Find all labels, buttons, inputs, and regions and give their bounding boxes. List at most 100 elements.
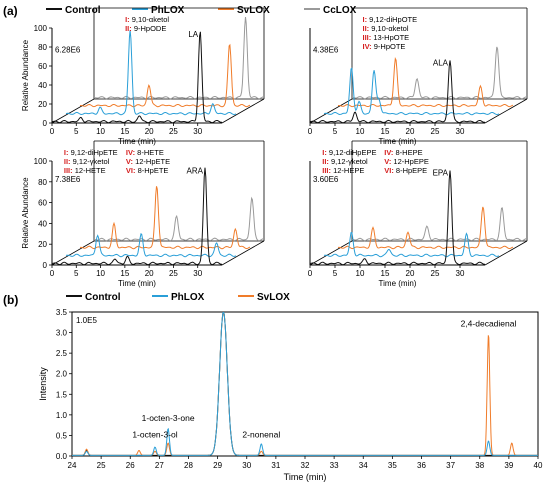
y-tick-label: 60 (38, 199, 47, 208)
y-tick-label: 0.5 (56, 431, 68, 440)
frame-depth-left (309, 240, 353, 266)
x-tick-label: 20 (145, 269, 154, 278)
y-tick-label: 3.5 (56, 308, 68, 317)
x-tick-label: 24 (68, 461, 77, 470)
product-8-hpete: VI: 8-HpETE (126, 166, 169, 175)
annotation-2-4-decadienal: 2,4-decadienal (461, 319, 517, 329)
x-tick-label: 25 (169, 127, 178, 136)
x-tick-label: 32 (301, 461, 310, 470)
x-tick-label: 5 (333, 269, 338, 278)
x-tick-label: 30 (193, 127, 202, 136)
frame-depth-left (51, 98, 95, 124)
y-tick-label: 1.5 (56, 390, 68, 399)
product-12-hepe: III: 12-HEPE (322, 166, 364, 175)
y-tick-label: 0 (43, 261, 48, 270)
scale-label: 1.0E5 (76, 316, 97, 325)
x-tick-label: 40 (534, 461, 543, 470)
trace-svlox (79, 43, 251, 108)
y-tick-label: 80 (38, 43, 47, 52)
product-8-hepe: IV: 8-HEPE (384, 148, 422, 157)
substrate-label: ARA (187, 166, 204, 175)
annotation-1-octen-3-one: 1-octen-3-one (142, 413, 195, 423)
x-tick-label: 15 (381, 269, 390, 278)
x-tick-label: 30 (242, 461, 251, 470)
trace-phlox (65, 30, 237, 116)
chromatogram-panels: 0 5 10 15 20 25 30 Time (min) 0 20 40 60 80 100 Relati… (21, 7, 543, 482)
product-13-hpote: III: 13-HpOTE (363, 33, 410, 42)
x-axis-label: Time (min) (379, 279, 417, 288)
x-tick-label: 5 (74, 127, 79, 136)
scale-label: 4.38E6 (313, 46, 339, 55)
x-tick-label: 28 (184, 461, 193, 470)
y-tick-label: 100 (34, 24, 48, 33)
x-tick-label: 39 (504, 461, 513, 470)
x-tick-label: 0 (50, 127, 55, 136)
x-tick-label: 25 (431, 269, 440, 278)
annotation-2-nonenal: 2-nonenal (242, 430, 280, 440)
product-9-hpode: II: 9-HpODE (125, 24, 166, 33)
x-tick-label: 20 (406, 127, 415, 136)
x-tick-label: 38 (475, 461, 484, 470)
x-tick-label: 15 (120, 269, 129, 278)
legend-label-svlox: SvLOX (257, 292, 290, 303)
trace-cclox (94, 17, 264, 100)
y-tick-label: 40 (38, 219, 47, 228)
legend-b: Control PhLOX SvLOX (66, 292, 290, 303)
y-tick-label: 2.5 (56, 349, 68, 358)
product-8-hete: IV: 8-HETE (126, 148, 164, 157)
x-tick-label: 10 (96, 127, 105, 136)
substrate-label: EPA (433, 168, 449, 177)
legend-label-control: Control (65, 5, 101, 16)
y-tick-label: 20 (38, 240, 47, 249)
x-tick-label: 30 (193, 269, 202, 278)
trace-svlox (80, 186, 251, 250)
panel-label-b: (b) (3, 293, 18, 307)
x-axis-label: Time (min) (379, 137, 417, 146)
x-tick-label: 15 (381, 127, 390, 136)
x-tick-label: 31 (271, 461, 280, 470)
trace-svlox (337, 57, 514, 108)
scale-label: 6.28E6 (55, 46, 81, 55)
x-tick-label: 0 (50, 269, 55, 278)
y-tick-label: 0 (43, 119, 48, 128)
x-tick-label: 15 (120, 127, 129, 136)
x-tick-label: 29 (213, 461, 222, 470)
trace-cclox (351, 207, 527, 242)
trace-cclox (352, 46, 527, 100)
trace-phlox (65, 232, 237, 258)
x-tick-label: 33 (330, 461, 339, 470)
legend-label-svlox: SvLOX (237, 5, 270, 16)
scale-label: 7.38E6 (55, 175, 81, 184)
trace-svlox (338, 206, 514, 250)
x-tick-label: 0 (308, 127, 313, 136)
y-tick-label: 0.0 (56, 452, 68, 461)
x-axis-label: Time (min) (118, 137, 156, 146)
y-tick-label: 3.0 (56, 329, 68, 338)
x-tick-label: 25 (169, 269, 178, 278)
trace-control (310, 170, 485, 266)
frame-depth-right (221, 98, 265, 124)
product-9-10-ketol: II: 9,10-αketol (363, 24, 409, 33)
y-axis-label: Intensity (38, 367, 48, 401)
x-tick-label: 25 (97, 461, 106, 470)
legend-label-cclox: CcLOX (323, 5, 357, 16)
x-tick-label: 34 (359, 461, 368, 470)
substrate-label: LA (188, 30, 198, 39)
panel-epa: 0 5 10 15 20 25 30 Time (min) 3.60E6 EPA I: 9,12-d… (308, 140, 528, 288)
frame-depth-right (484, 240, 528, 266)
x-tick-label: 35 (388, 461, 397, 470)
frame-depth-left (309, 98, 353, 124)
x-tick-label: 26 (126, 461, 135, 470)
y-axis-label: Relative Abundance (21, 39, 30, 111)
trace-cclox (93, 196, 264, 242)
trace-phlox (323, 67, 500, 116)
product-12-hpepe: V: 12-HpEPE (384, 157, 429, 166)
product-9-12-dihpepe: I: 9,12-diHpEPE (322, 148, 376, 157)
x-tick-label: 30 (456, 127, 465, 136)
x-axis-label: Time (min) (284, 472, 327, 482)
frame-depth-right (221, 240, 265, 266)
panel-ara: 0 5 10 15 20 25 30 Time (min) 0 20 40 60 80 100 Relati… (21, 140, 265, 288)
product-9-12-dihpote: I: 9,12-diHpOTE (363, 15, 418, 24)
panel-b-volatiles: 24 25 26 27 28 29 30 31 32 33 34 35 36 37 38 39 40 0.0 0.5… (38, 308, 543, 482)
